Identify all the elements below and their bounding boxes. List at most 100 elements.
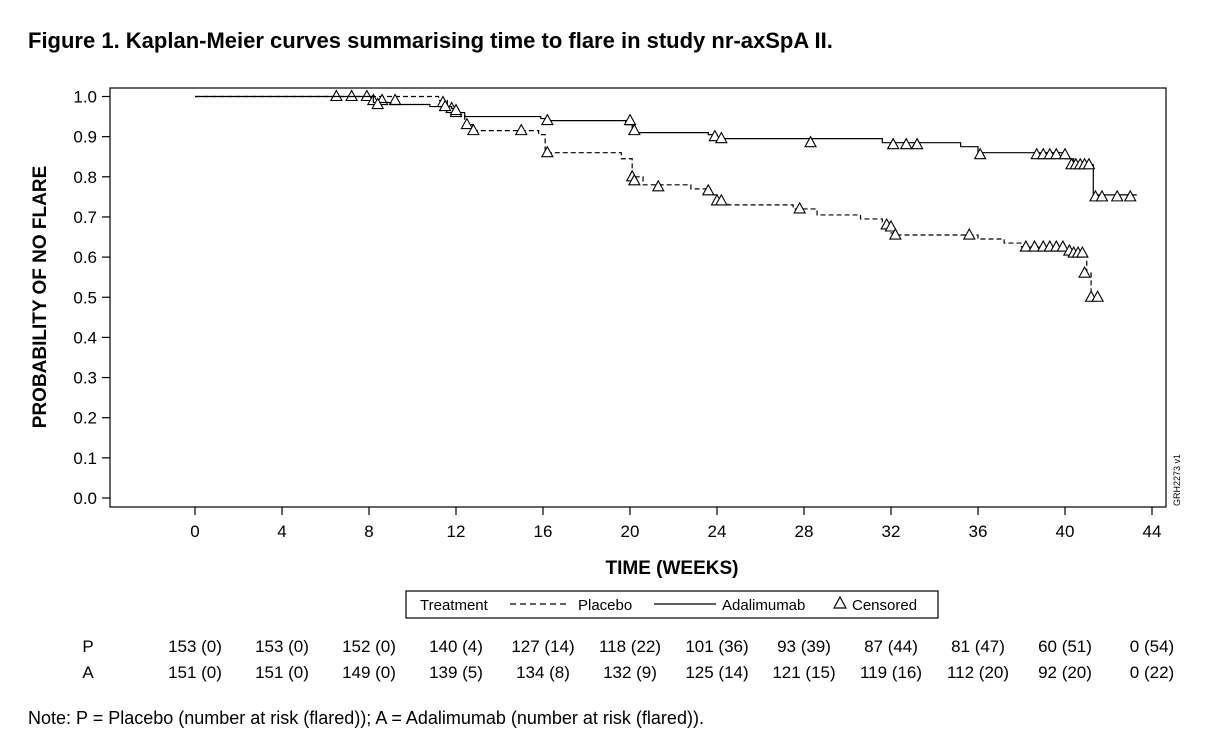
- placebo-censor-marker: [1019, 239, 1033, 252]
- y-tick-label: 1.0: [73, 88, 97, 107]
- y-tick-label: 0.6: [73, 248, 97, 267]
- adalimumab-censor-marker: [371, 97, 385, 110]
- x-tick-label: 44: [1143, 522, 1162, 541]
- x-tick-label: 8: [364, 522, 373, 541]
- adalimumab-censor-marker: [449, 103, 463, 116]
- placebo-censor-marker: [888, 227, 902, 240]
- legend-adalimumab-label: Adalimumab: [722, 597, 805, 614]
- adalimumab-censor-marker: [910, 137, 924, 150]
- risk-cell: 0 (54): [1130, 637, 1174, 656]
- risk-cell: 121 (15): [772, 663, 835, 682]
- placebo-censor-marker: [1091, 290, 1105, 302]
- placebo-censor-marker: [714, 193, 728, 206]
- risk-cell: 92 (20): [1038, 663, 1092, 682]
- legend-box: [405, 590, 939, 619]
- risk-cell: 139 (5): [429, 663, 483, 682]
- placebo-censor-marker: [1078, 266, 1092, 278]
- risk-cell: 153 (0): [168, 637, 222, 656]
- risk-cell: 132 (9): [603, 663, 657, 682]
- x-tick-label: 20: [621, 522, 640, 541]
- risk-cell: 119 (16): [860, 663, 922, 682]
- adalimumab-censor-marker: [1095, 189, 1109, 202]
- placebo-censor-marker: [884, 219, 898, 232]
- risk-rows: P 153 (0) 153 (0) 152 (0) 140 (4) 127 (14) 118…: [82, 637, 1174, 682]
- x-tick-label: 32: [882, 522, 901, 541]
- risk-cell: 151 (0): [168, 663, 222, 682]
- risk-cell: 140 (4): [429, 637, 483, 656]
- x-tick-label: 4: [277, 522, 286, 541]
- risk-cell: 153 (0): [255, 637, 309, 656]
- risk-cell: 87 (44): [864, 637, 918, 656]
- y-tick-label: 0.8: [73, 168, 97, 187]
- kaplan-meier-chart: 0.0 0.1 0.2 0.3 0.4 0.5 0.6 0.7 0.8 0.9 1.0 0 4 8 12 1…: [30, 87, 1182, 619]
- x-tick-label: 12: [447, 522, 466, 541]
- placebo-censor-marker: [701, 183, 715, 196]
- adalimumab-censor-marker: [1058, 147, 1072, 160]
- legend-title: Treatment: [420, 597, 489, 614]
- figure-note: Note: P = Placebo (number at risk (flare…: [28, 708, 704, 728]
- y-tick-label: 0.9: [73, 128, 97, 147]
- series-layer: [195, 89, 1137, 302]
- adalimumab-censor-marker: [1123, 189, 1137, 202]
- adalimumab-censor-marker: [1082, 157, 1096, 170]
- risk-cell: 112 (20): [947, 663, 1009, 682]
- x-axis: 0 4 8 12 16 20 24 28 32 36 40 44: [190, 507, 1161, 541]
- adalimumab-censor-marker: [1049, 147, 1063, 160]
- x-tick-label: 16: [534, 522, 553, 541]
- risk-cell: 0 (22): [1130, 663, 1174, 682]
- number-at-risk-table: P 153 (0) 153 (0) 152 (0) 140 (4) 127 (14) 118…: [82, 637, 1174, 682]
- placebo-censor-marker: [962, 227, 976, 240]
- figure-code: GRH2273 v1: [1172, 454, 1182, 506]
- placebo-censor-marker: [514, 123, 528, 136]
- y-tick-label: 0.4: [73, 328, 97, 347]
- y-tick-label: 0.0: [73, 489, 97, 508]
- risk-cell: 93 (39): [777, 637, 831, 656]
- y-tick-label: 0.2: [73, 409, 97, 428]
- legend-censored-label: Censored: [852, 597, 917, 614]
- adalimumab-censor-marker: [899, 137, 913, 150]
- placebo-censor-marker: [540, 145, 554, 158]
- x-tick-label: 40: [1056, 522, 1075, 541]
- risk-cell: 134 (8): [516, 663, 570, 682]
- y-axis: 0.0 0.1 0.2 0.3 0.4 0.5 0.6 0.7 0.8 0.9 1.0: [73, 88, 110, 508]
- adalimumab-censor-marker: [540, 113, 554, 126]
- y-tick-label: 0.7: [73, 208, 97, 227]
- legend: Treatment Placebo Adalimumab Censored: [405, 590, 939, 619]
- risk-cell: 125 (14): [685, 663, 748, 682]
- adalimumab-censor-marker: [1110, 189, 1124, 202]
- y-tick-label: 0.5: [73, 288, 97, 307]
- legend-placebo-label: Placebo: [578, 597, 632, 614]
- y-axis-title: PROBABILITY OF NO FLARE: [30, 166, 51, 428]
- risk-cell: 127 (14): [511, 637, 574, 656]
- placebo-censor-marker: [1028, 239, 1041, 252]
- adalimumab-censor-marker: [627, 123, 641, 136]
- adalimumab-censor-marker: [973, 147, 987, 160]
- adalimumab-censor-marker: [708, 129, 722, 142]
- placebo-censor-marker: [460, 117, 474, 130]
- placebo-censor-marker: [329, 89, 343, 102]
- risk-cell: 60 (51): [1038, 637, 1092, 656]
- x-axis-title: TIME (WEEKS): [606, 558, 739, 579]
- placebo-censor-marker: [466, 123, 480, 136]
- placebo-censor-marker: [627, 173, 641, 186]
- risk-cell: 118 (22): [599, 637, 661, 656]
- placebo-censor-marker: [360, 89, 374, 102]
- risk-cell: 81 (47): [951, 637, 1005, 656]
- risk-cell: 151 (0): [255, 663, 309, 682]
- legend-censored-marker: [832, 595, 848, 609]
- adalimumab-censor-marker: [438, 99, 452, 112]
- risk-cell: 152 (0): [342, 637, 396, 656]
- x-tick-label: 0: [190, 522, 199, 541]
- figure-title: Figure 1. Kaplan-Meier curves summarisin…: [28, 28, 833, 53]
- placebo-censor-marker: [793, 201, 807, 214]
- x-tick-label: 36: [969, 522, 988, 541]
- placebo-censor-marker: [345, 89, 359, 102]
- placebo-censor-marker: [1056, 239, 1070, 252]
- risk-cell: 149 (0): [342, 663, 396, 682]
- risk-cell: 101 (36): [685, 637, 748, 656]
- x-tick-label: 24: [708, 522, 727, 541]
- placebo-censor-marker: [1075, 245, 1089, 258]
- adalimumab-censor-marker: [804, 135, 817, 148]
- risk-row-label: P: [82, 637, 93, 656]
- adalimumab-censor-marker: [623, 113, 637, 126]
